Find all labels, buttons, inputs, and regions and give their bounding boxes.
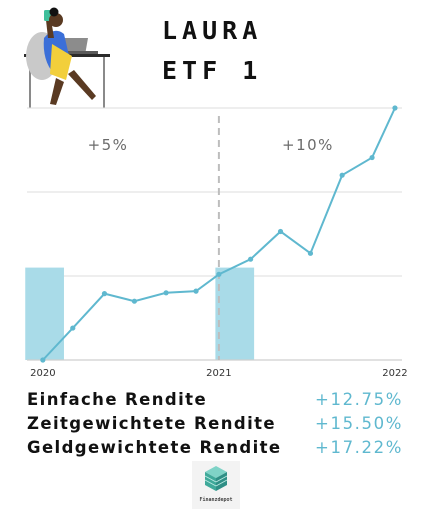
metric-row: Geldgewichtete Rendite +17.22% <box>27 436 403 460</box>
title-name: LAURA <box>162 16 263 45</box>
highlight-band <box>25 267 64 360</box>
metric-row: Zeitgewichtete Rendite +15.50% <box>27 412 403 436</box>
title-portfolio: ETF 1 <box>162 56 263 85</box>
data-point <box>163 290 169 296</box>
x-tick-label: 2021 <box>206 368 231 379</box>
data-point <box>307 250 314 256</box>
metric-label: Geldgewichtete Rendite <box>27 438 282 457</box>
returns-table: Einfache Rendite +12.75% Zeitgewichtete … <box>27 388 403 460</box>
woman-laptop-illustration <box>24 7 110 108</box>
data-point <box>131 298 137 304</box>
highlight-band <box>215 267 255 360</box>
x-tick-label: 2020 <box>30 368 55 379</box>
data-point <box>247 256 254 262</box>
data-point <box>70 325 76 331</box>
metric-value: +15.50% <box>315 414 403 433</box>
data-point <box>277 228 284 235</box>
data-point <box>216 271 222 277</box>
data-point <box>40 357 46 363</box>
performance-chart: +5% +10% 2020 2021 2022 <box>25 105 408 379</box>
period-annotation: +5% <box>88 136 129 154</box>
data-point <box>392 105 398 111</box>
data-point <box>193 288 199 294</box>
period-annotation: +10% <box>282 136 334 154</box>
cube-icon <box>204 466 228 491</box>
data-point <box>339 172 345 178</box>
metric-label: Einfache Rendite <box>27 390 208 409</box>
metric-value: +12.75% <box>315 390 403 409</box>
metric-label: Zeitgewichtete Rendite <box>27 414 277 433</box>
data-point <box>369 154 375 161</box>
logo: Finanzdepot <box>192 461 240 509</box>
metric-value: +17.22% <box>315 438 403 457</box>
x-tick-label: 2022 <box>382 368 407 379</box>
metric-row: Einfache Rendite +12.75% <box>27 388 403 412</box>
logo-text: Finanzdepot <box>199 497 232 503</box>
data-point <box>101 291 108 297</box>
